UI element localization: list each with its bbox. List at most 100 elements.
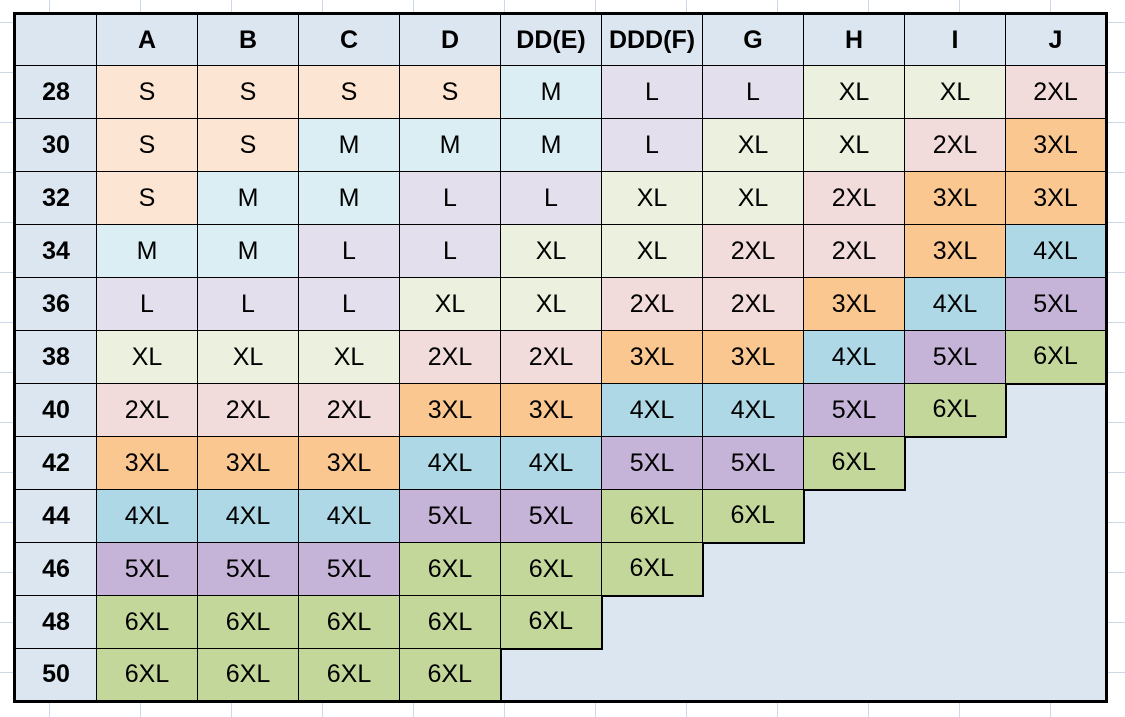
row-header-34[interactable]: 34 <box>14 224 97 278</box>
size-cell-38-H[interactable]: 4XL <box>803 330 905 384</box>
empty-cell[interactable] <box>601 648 703 702</box>
size-cell-38-DDD(F)[interactable]: 3XL <box>601 330 703 384</box>
size-cell-36-G[interactable]: 2XL <box>702 277 804 331</box>
size-cell-32-D[interactable]: L <box>399 171 501 225</box>
size-cell-36-DD(E)[interactable]: XL <box>500 277 602 331</box>
size-cell-40-B[interactable]: 2XL <box>197 383 299 437</box>
size-cell-46-DD(E)[interactable]: 6XL <box>500 542 602 596</box>
size-cell-28-H[interactable]: XL <box>803 65 905 119</box>
empty-cell[interactable] <box>904 595 1006 649</box>
size-cell-32-C[interactable]: M <box>298 171 400 225</box>
size-cell-44-D[interactable]: 5XL <box>399 489 501 543</box>
column-header-H[interactable]: H <box>803 13 905 66</box>
size-cell-32-A[interactable]: S <box>96 171 198 225</box>
column-header-G[interactable]: G <box>702 13 804 66</box>
size-cell-40-I[interactable]: 6XL <box>904 383 1006 437</box>
size-cell-34-DD(E)[interactable]: XL <box>500 224 602 278</box>
row-header-38[interactable]: 38 <box>14 330 97 384</box>
size-cell-34-G[interactable]: 2XL <box>702 224 804 278</box>
empty-cell[interactable] <box>903 435 1006 490</box>
column-header-A[interactable]: A <box>96 13 198 66</box>
size-cell-34-J[interactable]: 4XL <box>1005 224 1107 278</box>
size-cell-40-DD(E)[interactable]: 3XL <box>500 383 602 437</box>
size-cell-44-B[interactable]: 4XL <box>197 489 299 543</box>
column-header-B[interactable]: B <box>197 13 299 66</box>
size-cell-36-I[interactable]: 4XL <box>904 277 1006 331</box>
size-cell-38-C[interactable]: XL <box>298 330 400 384</box>
size-cell-34-H[interactable]: 2XL <box>803 224 905 278</box>
size-cell-30-G[interactable]: XL <box>702 118 804 172</box>
size-cell-28-I[interactable]: XL <box>904 65 1006 119</box>
size-cell-34-A[interactable]: M <box>96 224 198 278</box>
size-cell-30-I[interactable]: 2XL <box>904 118 1006 172</box>
corner-cell[interactable] <box>14 13 97 66</box>
empty-cell[interactable] <box>600 594 703 649</box>
size-cell-42-D[interactable]: 4XL <box>399 436 501 490</box>
empty-cell[interactable] <box>499 647 602 702</box>
size-cell-28-G[interactable]: L <box>702 65 804 119</box>
size-cell-42-DD(E)[interactable]: 4XL <box>500 436 602 490</box>
size-cell-36-DDD(F)[interactable]: 2XL <box>601 277 703 331</box>
size-cell-50-A[interactable]: 6XL <box>96 648 198 702</box>
size-cell-28-J[interactable]: 2XL <box>1005 65 1107 119</box>
size-cell-30-J[interactable]: 3XL <box>1005 118 1107 172</box>
size-cell-28-D[interactable]: S <box>399 65 501 119</box>
size-cell-30-A[interactable]: S <box>96 118 198 172</box>
row-header-46[interactable]: 46 <box>14 542 97 596</box>
size-cell-36-B[interactable]: L <box>197 277 299 331</box>
size-cell-38-G[interactable]: 3XL <box>702 330 804 384</box>
row-header-36[interactable]: 36 <box>14 277 97 331</box>
size-cell-42-C[interactable]: 3XL <box>298 436 400 490</box>
size-cell-32-I[interactable]: 3XL <box>904 171 1006 225</box>
size-cell-42-DDD(F)[interactable]: 5XL <box>601 436 703 490</box>
column-header-DDD(F)[interactable]: DDD(F) <box>601 13 703 66</box>
column-header-I[interactable]: I <box>904 13 1006 66</box>
size-cell-30-D[interactable]: M <box>399 118 501 172</box>
column-header-D[interactable]: D <box>399 13 501 66</box>
size-cell-38-A[interactable]: XL <box>96 330 198 384</box>
size-cell-48-A[interactable]: 6XL <box>96 595 198 649</box>
row-header-32[interactable]: 32 <box>14 171 97 225</box>
row-header-48[interactable]: 48 <box>14 595 97 649</box>
empty-cell[interactable] <box>904 489 1006 543</box>
size-cell-36-J[interactable]: 5XL <box>1005 277 1107 331</box>
size-cell-40-D[interactable]: 3XL <box>399 383 501 437</box>
size-cell-34-DDD(F)[interactable]: XL <box>601 224 703 278</box>
empty-cell[interactable] <box>1004 382 1107 437</box>
row-header-30[interactable]: 30 <box>14 118 97 172</box>
size-cell-28-B[interactable]: S <box>197 65 299 119</box>
size-cell-50-D[interactable]: 6XL <box>399 648 501 702</box>
empty-cell[interactable] <box>702 648 804 702</box>
size-cell-30-H[interactable]: XL <box>803 118 905 172</box>
size-cell-40-A[interactable]: 2XL <box>96 383 198 437</box>
empty-cell[interactable] <box>904 648 1006 702</box>
size-cell-42-H[interactable]: 6XL <box>803 436 905 490</box>
size-cell-38-D[interactable]: 2XL <box>399 330 501 384</box>
size-cell-28-C[interactable]: S <box>298 65 400 119</box>
column-header-C[interactable]: C <box>298 13 400 66</box>
size-cell-44-A[interactable]: 4XL <box>96 489 198 543</box>
size-cell-34-C[interactable]: L <box>298 224 400 278</box>
size-cell-40-C[interactable]: 2XL <box>298 383 400 437</box>
size-cell-48-D[interactable]: 6XL <box>399 595 501 649</box>
size-cell-28-DD(E)[interactable]: M <box>500 65 602 119</box>
size-cell-42-A[interactable]: 3XL <box>96 436 198 490</box>
size-cell-34-I[interactable]: 3XL <box>904 224 1006 278</box>
size-cell-42-G[interactable]: 5XL <box>702 436 804 490</box>
size-cell-48-B[interactable]: 6XL <box>197 595 299 649</box>
size-cell-46-D[interactable]: 6XL <box>399 542 501 596</box>
column-header-DD(E)[interactable]: DD(E) <box>500 13 602 66</box>
size-cell-38-J[interactable]: 6XL <box>1005 330 1107 384</box>
size-cell-32-DDD(F)[interactable]: XL <box>601 171 703 225</box>
empty-cell[interactable] <box>802 488 905 543</box>
size-cell-34-D[interactable]: L <box>399 224 501 278</box>
empty-cell[interactable] <box>1005 542 1107 596</box>
size-cell-32-G[interactable]: XL <box>702 171 804 225</box>
size-cell-38-B[interactable]: XL <box>197 330 299 384</box>
empty-cell[interactable] <box>1005 436 1107 490</box>
size-cell-46-C[interactable]: 5XL <box>298 542 400 596</box>
size-cell-44-DDD(F)[interactable]: 6XL <box>601 489 703 543</box>
size-cell-46-DDD(F)[interactable]: 6XL <box>601 542 703 596</box>
empty-cell[interactable] <box>1005 595 1107 649</box>
size-cell-46-A[interactable]: 5XL <box>96 542 198 596</box>
